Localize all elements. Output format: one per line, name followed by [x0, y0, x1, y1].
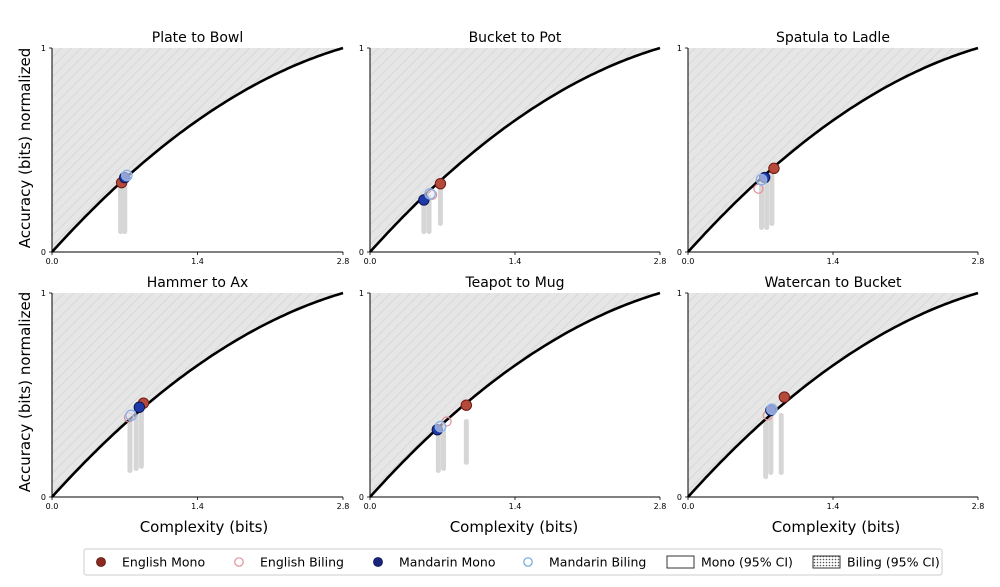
x-tick-label: 2.8 [654, 257, 667, 266]
infeasible-region [688, 48, 978, 252]
x-tick-label: 2.8 [337, 257, 350, 266]
infeasible-region [370, 48, 660, 252]
y-tick-label: 0 [41, 493, 46, 502]
english-mono-point [434, 177, 447, 190]
bound-curve [687, 46, 979, 253]
mandarin-biling-point [424, 188, 436, 200]
x-tick-label: 0.0 [364, 502, 377, 511]
legend-mono-ci-label: Mono (95% CI) [701, 555, 793, 570]
legend-frame [83, 548, 943, 576]
y-tick-label: 1 [677, 44, 682, 53]
legend-biling-ci-box [812, 555, 841, 569]
panel-title: Teapot to Mug [464, 275, 564, 291]
panels: 0.0 1.4 2.8 0 1 Plate to Bowl 0.0 1.4 2.8 0 1 Bucke… [41, 30, 984, 511]
mandarin-biling-point [120, 169, 133, 182]
bound-curve [51, 46, 344, 253]
x-tick-label: 2.8 [654, 502, 667, 511]
mandarin-biling-point [125, 409, 137, 422]
x-tick-label: 2.8 [972, 257, 985, 266]
infeasible-region [52, 293, 343, 497]
y-tick-label: 0 [677, 493, 682, 502]
legend-mono-ci-box [666, 555, 695, 569]
legend-mandarin-mono-label: Mandarin Mono [399, 555, 495, 570]
panel-3: 0.0 1.4 2.8 0 1 Spatula to Ladle [677, 30, 984, 266]
panel-5: 0.0 1.4 2.8 0 1 Teapot to Mug [359, 275, 666, 511]
x-axis-label-middle: Complexity (bits) [450, 518, 579, 536]
panel-title: Spatula to Ladle [776, 30, 890, 46]
panel-2: 0.0 1.4 2.8 0 1 Bucket to Pot [359, 30, 666, 266]
x-tick-label: 0.0 [46, 257, 59, 266]
y-axis-label-bottom: Accuracy (bits) normalized [16, 292, 34, 492]
y-tick-label: 0 [677, 248, 682, 257]
y-tick-label: 1 [359, 289, 364, 298]
bound-curve [369, 46, 661, 253]
y-tick-label: 1 [41, 44, 46, 53]
x-axis-label-right: Complexity (bits) [772, 518, 901, 536]
x-tick-label: 1.4 [191, 257, 204, 266]
x-tick-label: 1.4 [827, 502, 840, 511]
bound-curve [369, 291, 661, 498]
y-axis-label-top: Accuracy (bits) normalized [16, 48, 34, 248]
y-tick-label: 0 [41, 248, 46, 257]
english-mono-point [460, 399, 473, 411]
mandarin-biling-point [766, 403, 778, 416]
legend-mandarin-mono-marker [373, 557, 383, 567]
x-tick-label: 2.8 [337, 502, 350, 511]
y-tick-label: 1 [41, 289, 46, 298]
x-tick-label: 2.8 [972, 502, 985, 511]
panel-title: Hammer to Ax [147, 275, 249, 291]
legend-mandarin-biling-marker [523, 557, 533, 567]
infeasible-region [52, 48, 343, 252]
y-tick-label: 0 [359, 248, 364, 257]
panel-1: 0.0 1.4 2.8 0 1 Plate to Bowl [41, 30, 349, 266]
infeasible-region [688, 293, 978, 497]
x-axis-label-left: Complexity (bits) [140, 518, 269, 536]
x-tick-label: 1.4 [509, 502, 522, 511]
bound-curve [687, 291, 979, 498]
legend-english-mono-label: English Mono [122, 555, 205, 570]
legend-mandarin-biling-label: Mandarin Biling [549, 555, 646, 570]
infeasible-region [370, 293, 660, 497]
english-mono-point [778, 391, 791, 403]
legend-english-mono-marker [96, 557, 106, 567]
panel-title: Watercan to Bucket [764, 275, 902, 291]
x-tick-label: 0.0 [364, 257, 377, 266]
mandarin-biling-point [755, 173, 768, 186]
legend-english-biling-label: English Biling [260, 555, 344, 570]
legend-english-biling-marker [234, 557, 244, 567]
x-tick-label: 1.4 [509, 257, 522, 266]
bound-curve [51, 291, 344, 498]
panel-title: Bucket to Pot [469, 30, 562, 46]
panel-title: Plate to Bowl [152, 30, 243, 46]
y-tick-label: 1 [359, 44, 364, 53]
x-tick-label: 0.0 [682, 502, 695, 511]
x-tick-label: 0.0 [682, 257, 695, 266]
mandarin-biling-point [434, 420, 447, 433]
y-tick-label: 0 [359, 493, 364, 502]
x-tick-label: 0.0 [46, 502, 59, 511]
mandarin-mono-point [133, 401, 146, 413]
legend-biling-ci-label: Biling (95% CI) [847, 555, 940, 570]
legend: English Mono English Biling Mandarin Mon… [83, 548, 943, 576]
x-tick-label: 1.4 [827, 257, 840, 266]
x-tick-label: 1.4 [191, 502, 204, 511]
panel-6: 0.0 1.4 2.8 0 1 Watercan to Bucket [677, 275, 984, 511]
english-mono-point [768, 162, 780, 175]
y-tick-label: 1 [677, 289, 682, 298]
panel-4: 0.0 1.4 2.8 0 1 Hammer to Ax [41, 275, 349, 511]
